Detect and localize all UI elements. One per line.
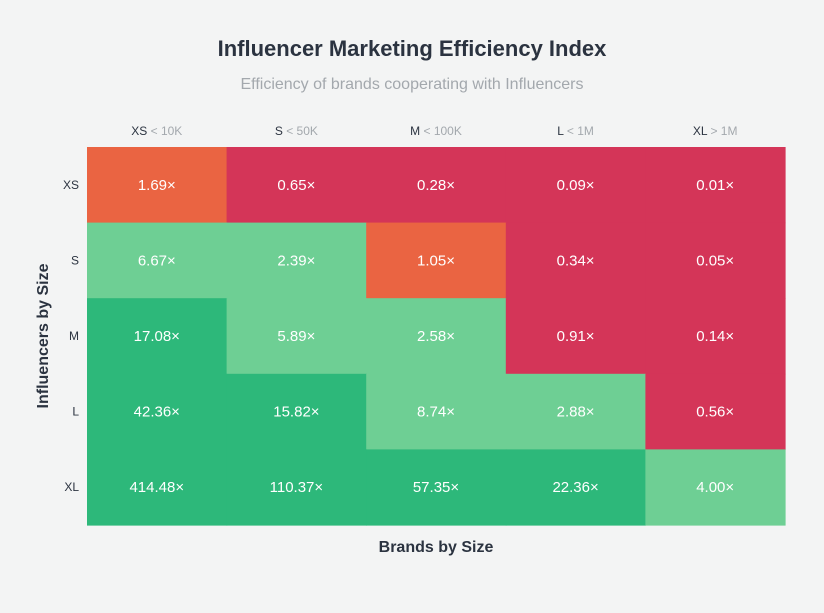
row-label: S: [71, 253, 79, 267]
cell-value-label: 17.08×: [134, 328, 180, 345]
y-axis-title: Influencers by Size: [35, 263, 52, 408]
heatmap-cell: [505, 298, 646, 375]
cell-value-label: 0.09×: [557, 177, 595, 194]
cell-value-label: 2.39×: [277, 252, 315, 269]
cell-value-label: 4.00×: [696, 479, 734, 496]
column-header: XS < 10K: [131, 124, 182, 138]
row-label: M: [69, 329, 79, 343]
column-range-label: < 100K: [423, 124, 461, 138]
x-axis-title: Brands by Size: [379, 539, 494, 556]
cell-value-label: 2.58×: [417, 328, 455, 345]
cell-value-label: 8.74×: [417, 404, 455, 421]
heatmap-cell: [226, 147, 367, 224]
heatmap-cell: [366, 298, 507, 375]
heatmap-cell: [87, 449, 228, 526]
row-label: XL: [64, 480, 79, 494]
heatmap-cell: [226, 298, 367, 375]
cell-value-label: 0.01×: [696, 177, 734, 194]
heatmap-cell: [645, 147, 786, 224]
cell-value-label: 0.65×: [277, 177, 315, 194]
column-size-label: XS: [131, 124, 150, 138]
heatmap-cell: [645, 373, 786, 450]
heatmap-cell: [366, 222, 507, 299]
chart-title: Influencer Marketing Efficiency Index: [217, 36, 607, 61]
cell-value-label: 5.89×: [277, 328, 315, 345]
column-header: XL > 1M: [693, 124, 738, 138]
cell-value-label: 15.82×: [273, 404, 319, 421]
cell-value-label: 0.56×: [696, 404, 734, 421]
column-size-label: XL: [693, 124, 711, 138]
cell-value-label: 2.88×: [557, 404, 595, 421]
column-header: L < 1M: [557, 124, 594, 138]
column-size-label: M: [410, 124, 423, 138]
cell-value-label: 57.35×: [413, 479, 459, 496]
heatmap-cell: [645, 298, 786, 375]
heatmap-cell: [645, 449, 786, 526]
heatmap-cell: [366, 449, 507, 526]
column-size-label: L: [557, 124, 567, 138]
cell-value-label: 6.67×: [138, 252, 176, 269]
cell-value-label: 110.37×: [270, 479, 324, 496]
column-range-label: < 10K: [151, 124, 183, 138]
heatmap-cell: [87, 147, 228, 224]
column-size-label: S: [275, 124, 286, 138]
heatmap-cell: [505, 147, 646, 224]
cell-value-label: 414.48×: [129, 479, 184, 496]
cell-value-label: 42.36×: [134, 404, 180, 421]
cell-value-label: 0.91×: [557, 328, 595, 345]
cell-value-label: 0.05×: [696, 252, 734, 269]
cell-value-label: 1.69×: [138, 177, 176, 194]
column-range-label: > 1M: [710, 124, 737, 138]
heatmap-cell: [366, 373, 507, 450]
heatmap-cell: [366, 147, 507, 224]
column-header: M < 100K: [410, 124, 462, 138]
column-range-label: < 50K: [286, 124, 318, 138]
cell-value-label: 0.28×: [417, 177, 455, 194]
row-label: XS: [63, 178, 79, 192]
cell-value-label: 0.14×: [696, 328, 734, 345]
heatmap-cell: [505, 373, 646, 450]
chart-subtitle: Efficiency of brands cooperating with In…: [240, 76, 584, 93]
heatmap-cell: [645, 222, 786, 299]
cell-value-label: 1.05×: [417, 252, 455, 269]
column-header: S < 50K: [275, 124, 318, 138]
column-range-label: < 1M: [567, 124, 594, 138]
cell-value-label: 22.36×: [552, 479, 598, 496]
heatmap-cell: [505, 222, 646, 299]
heatmap-cell: [87, 222, 228, 299]
row-label: L: [72, 405, 79, 419]
heatmap-cell: [505, 449, 646, 526]
heatmap-cell: [87, 298, 228, 375]
heatmap-cell: [226, 222, 367, 299]
heatmap-cell: [226, 449, 367, 526]
cell-value-label: 0.34×: [557, 252, 595, 269]
heatmap-cell: [87, 373, 228, 450]
heatmap-cell: [226, 373, 367, 450]
